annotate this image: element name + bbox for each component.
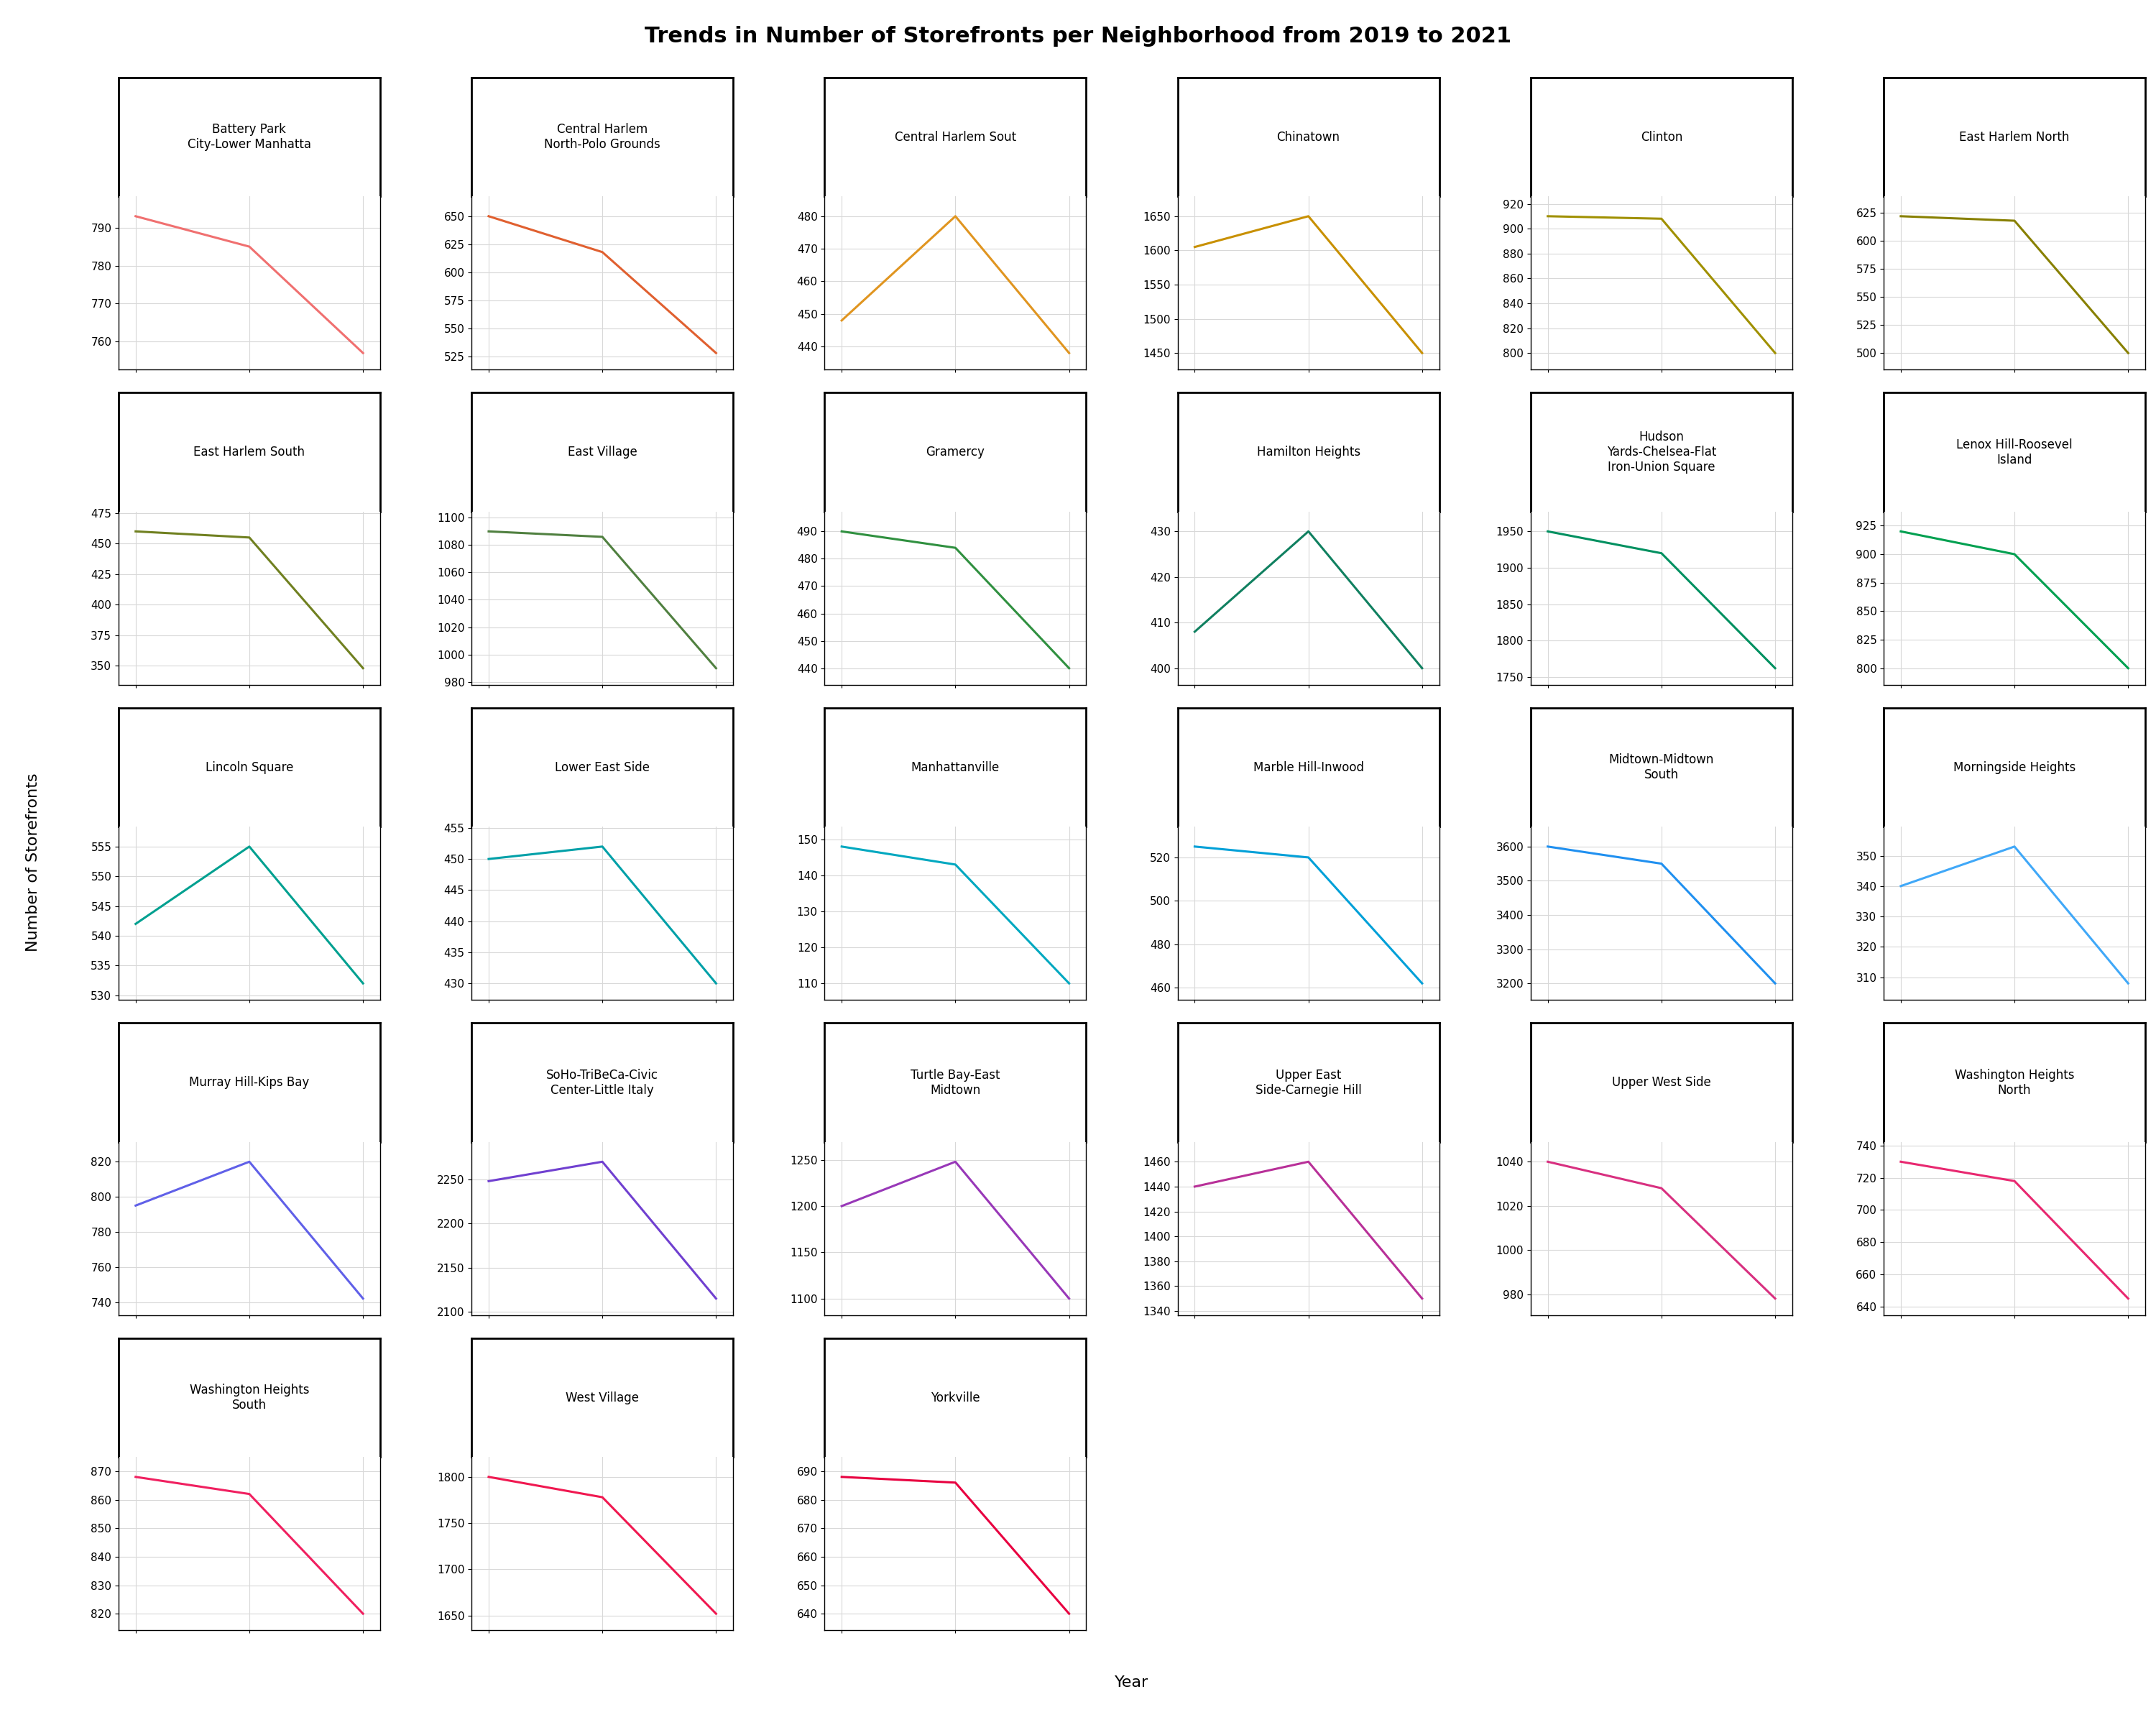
Text: Number of Storefronts: Number of Storefronts (26, 773, 41, 952)
Text: Lenox Hill-Roosevel
Island: Lenox Hill-Roosevel Island (1955, 438, 2072, 466)
Text: Turtle Bay-East
Midtown: Turtle Bay-East Midtown (910, 1068, 1000, 1097)
Text: West Village: West Village (565, 1392, 638, 1404)
Text: Year: Year (1115, 1675, 1149, 1690)
Text: Midtown-Midtown
South: Midtown-Midtown South (1608, 754, 1714, 781)
Text: Yorkville: Yorkville (931, 1392, 981, 1404)
Text: Lincoln Square: Lincoln Square (205, 761, 293, 775)
Text: Manhattanville: Manhattanville (912, 761, 1000, 775)
Text: Upper West Side: Upper West Side (1613, 1076, 1712, 1088)
Text: Chinatown: Chinatown (1276, 131, 1341, 143)
Text: East Village: East Village (567, 445, 638, 459)
Text: Upper East
Side-Carnegie Hill: Upper East Side-Carnegie Hill (1255, 1068, 1360, 1097)
Text: Trends in Number of Storefronts per Neighborhood from 2019 to 2021: Trends in Number of Storefronts per Neig… (645, 26, 1511, 47)
Text: Washington Heights
North: Washington Heights North (1955, 1068, 2074, 1097)
Text: Hamilton Heights: Hamilton Heights (1257, 445, 1360, 459)
Text: Battery Park
City-Lower Manhatta: Battery Park City-Lower Manhatta (188, 122, 310, 152)
Text: Gramercy: Gramercy (925, 445, 985, 459)
Text: Marble Hill-Inwood: Marble Hill-Inwood (1253, 761, 1365, 775)
Text: East Harlem South: East Harlem South (194, 445, 304, 459)
Text: Murray Hill-Kips Bay: Murray Hill-Kips Bay (190, 1076, 310, 1088)
Text: Central Harlem
North-Polo Grounds: Central Harlem North-Polo Grounds (543, 122, 660, 152)
Text: Lower East Side: Lower East Side (554, 761, 649, 775)
Text: Hudson
Yards-Chelsea-Flat
Iron-Union Square: Hudson Yards-Chelsea-Flat Iron-Union Squ… (1606, 431, 1716, 474)
Text: SoHo-TriBeCa-Civic
Center-Little Italy: SoHo-TriBeCa-Civic Center-Little Italy (545, 1068, 658, 1097)
Text: Central Harlem Sout: Central Harlem Sout (895, 131, 1015, 143)
Text: Washington Heights
South: Washington Heights South (190, 1383, 308, 1411)
Text: Clinton: Clinton (1641, 131, 1682, 143)
Text: Morningside Heights: Morningside Heights (1953, 761, 2076, 775)
Text: East Harlem North: East Harlem North (1960, 131, 2070, 143)
